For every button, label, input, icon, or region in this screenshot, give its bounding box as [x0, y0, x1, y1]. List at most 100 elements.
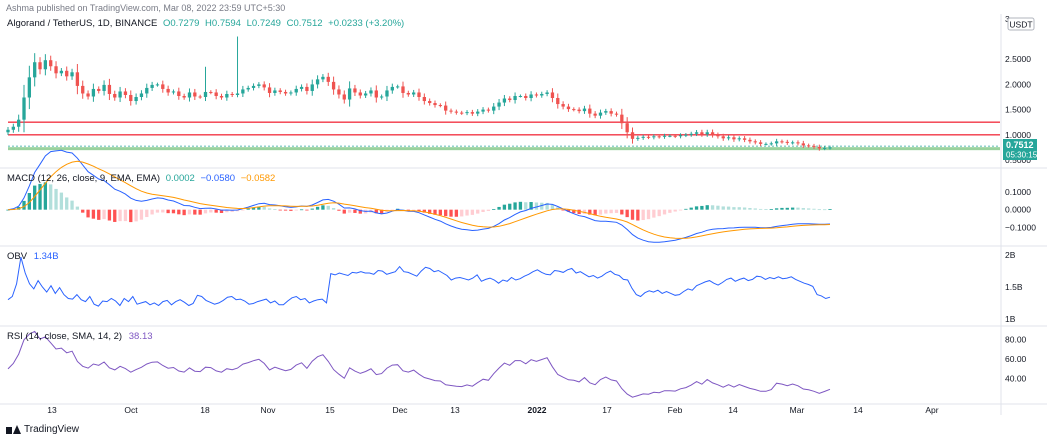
macd-bar[interactable] [678, 209, 683, 211]
macd-bar[interactable] [593, 209, 597, 216]
macd-bar[interactable] [721, 206, 725, 210]
candle[interactable] [209, 90, 213, 95]
candle[interactable] [305, 83, 309, 95]
macd-bar[interactable] [246, 208, 250, 210]
candle[interactable] [11, 123, 15, 133]
candle[interactable] [518, 94, 523, 98]
macd-bar[interactable] [614, 209, 619, 213]
candle[interactable] [417, 88, 421, 101]
candle[interactable] [374, 85, 378, 103]
macd-bar[interactable] [748, 207, 752, 210]
horizontal-levels[interactable] [8, 121, 1000, 151]
candle[interactable] [182, 93, 186, 100]
candle[interactable] [726, 135, 731, 141]
macd-bar[interactable] [129, 209, 133, 223]
macd-bar[interactable] [668, 209, 672, 213]
macd-bar[interactable] [150, 209, 154, 215]
macd-bar[interactable] [278, 209, 282, 211]
candle[interactable] [524, 93, 528, 101]
macd-bar[interactable] [545, 202, 549, 210]
candle[interactable] [406, 90, 410, 97]
candle[interactable] [540, 91, 544, 98]
candle[interactable] [219, 93, 224, 100]
candle[interactable] [710, 129, 715, 138]
macd-bar[interactable] [492, 209, 496, 210]
macd-bar[interactable] [540, 202, 544, 210]
macd-bar[interactable] [518, 201, 523, 210]
candle[interactable] [748, 137, 752, 144]
macd-bar[interactable] [70, 200, 74, 210]
macd-bar[interactable] [769, 208, 773, 210]
macd-bar[interactable] [43, 182, 48, 210]
candle[interactable] [6, 126, 10, 136]
candle[interactable] [812, 143, 816, 149]
macd-bar[interactable] [625, 209, 629, 218]
macd-bar[interactable] [806, 208, 811, 210]
macd-bar[interactable] [326, 205, 330, 210]
macd-bar[interactable] [118, 209, 122, 222]
candle[interactable] [198, 94, 202, 99]
candle[interactable] [454, 109, 459, 115]
candle[interactable] [545, 90, 549, 97]
macd-bar[interactable] [753, 208, 757, 210]
candle[interactable] [823, 146, 827, 151]
macd-bar[interactable] [81, 209, 85, 213]
macd-bar[interactable] [465, 209, 469, 216]
candle[interactable] [235, 36, 240, 98]
macd-bar[interactable] [823, 209, 827, 211]
macd-bar[interactable] [609, 209, 613, 214]
macd-bar[interactable] [534, 202, 539, 210]
currency-box[interactable]: USDT [1007, 17, 1035, 31]
candle[interactable] [705, 129, 709, 137]
candle[interactable] [326, 72, 330, 86]
candlestick-series[interactable] [6, 36, 832, 151]
macd-bar[interactable] [145, 209, 149, 218]
candle[interactable] [347, 81, 352, 107]
candle[interactable] [251, 83, 256, 91]
macd-bar[interactable] [203, 209, 208, 214]
candle[interactable] [187, 88, 192, 102]
macd-bar[interactable] [337, 209, 341, 211]
macd-bar[interactable] [102, 209, 106, 220]
candle[interactable] [716, 132, 720, 139]
macd-bar[interactable] [113, 209, 117, 222]
macd-bar[interactable] [502, 204, 507, 210]
macd-bar[interactable] [241, 209, 245, 211]
candle[interactable] [385, 85, 389, 102]
candle[interactable] [785, 139, 789, 145]
macd-bar[interactable] [828, 209, 832, 210]
macd-bar[interactable] [604, 209, 608, 214]
candle[interactable] [817, 144, 821, 151]
candle[interactable] [588, 104, 592, 118]
macd-bar[interactable] [315, 206, 320, 210]
candle[interactable] [806, 143, 811, 148]
candle[interactable] [134, 93, 138, 105]
candle[interactable] [780, 139, 784, 144]
candle[interactable] [742, 136, 747, 143]
candle[interactable] [310, 79, 314, 96]
macd-bar[interactable] [193, 209, 197, 215]
candle[interactable] [246, 85, 250, 92]
candle[interactable] [721, 133, 725, 141]
candle[interactable] [81, 80, 85, 99]
macd-bar[interactable] [737, 207, 741, 210]
candle[interactable] [769, 141, 773, 146]
candle[interactable] [283, 89, 288, 96]
candle[interactable] [289, 90, 293, 96]
candle[interactable] [737, 136, 741, 142]
macd-bar[interactable] [97, 209, 101, 220]
candle[interactable] [529, 91, 533, 102]
candle[interactable] [27, 65, 32, 110]
macd-bar[interactable] [251, 207, 256, 210]
candle[interactable] [107, 78, 112, 101]
candle[interactable] [315, 75, 320, 89]
candle[interactable] [129, 90, 133, 106]
macd-bar[interactable] [33, 185, 37, 210]
candle[interactable] [502, 94, 507, 107]
macd-bar[interactable] [758, 208, 763, 210]
candle[interactable] [203, 66, 208, 102]
candle[interactable] [492, 103, 496, 115]
support-band[interactable] [8, 147, 1000, 151]
macd-bar[interactable] [225, 209, 229, 213]
